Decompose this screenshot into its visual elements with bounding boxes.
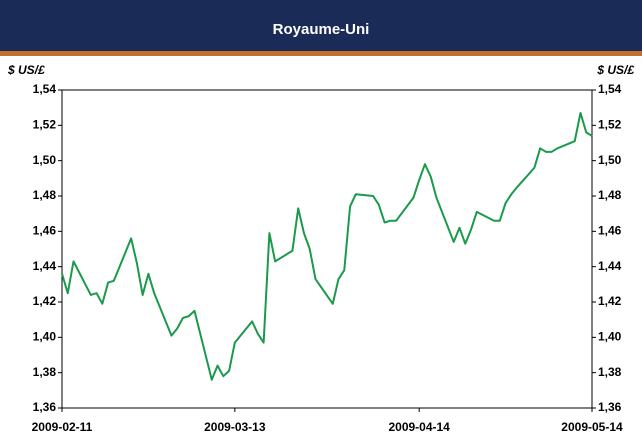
y2-tick-label: 1,52 <box>598 118 622 132</box>
y-tick-label: 1,36 <box>33 400 57 414</box>
title-underline <box>0 51 642 56</box>
y-tick-label: 1,50 <box>33 153 57 167</box>
line-series <box>61 111 593 381</box>
y2-tick-label: 1,40 <box>598 330 622 344</box>
y-tick-label: 1,42 <box>33 294 57 308</box>
y-tick-label: 1,52 <box>33 118 57 132</box>
y2-tick-label: 1,38 <box>598 365 622 379</box>
y2-tick-label: 1,36 <box>598 400 622 414</box>
y-tick-label: 1,48 <box>33 188 57 202</box>
y2-tick-label: 1,50 <box>598 153 622 167</box>
y-tick-label: 1,38 <box>33 365 57 379</box>
x-tick-label: 2009-04-14 <box>388 420 450 434</box>
y2-axis-label: $ US/£ <box>596 63 634 77</box>
y-tick-label: 1,46 <box>33 224 57 238</box>
chart-title: Royaume-Uni <box>273 21 370 38</box>
y2-tick-label: 1,42 <box>598 294 622 308</box>
y2-tick-label: 1,48 <box>598 188 622 202</box>
x-tick-label: 2009-05-14 <box>561 420 623 434</box>
y-axis-label: $ US/£ <box>7 63 45 77</box>
y-tick-label: 1,54 <box>33 82 57 96</box>
x-tick-label: 2009-02-11 <box>32 420 93 434</box>
x-tick-label: 2009-03-13 <box>204 420 266 434</box>
plot-frame <box>61 89 593 409</box>
y-tick-label: 1,44 <box>33 259 57 273</box>
y2-tick-label: 1,44 <box>598 259 622 273</box>
title-banner <box>0 0 642 51</box>
y-tick-label: 1,40 <box>33 330 57 344</box>
y2-tick-label: 1,54 <box>598 82 622 96</box>
y2-tick-label: 1,46 <box>598 224 622 238</box>
